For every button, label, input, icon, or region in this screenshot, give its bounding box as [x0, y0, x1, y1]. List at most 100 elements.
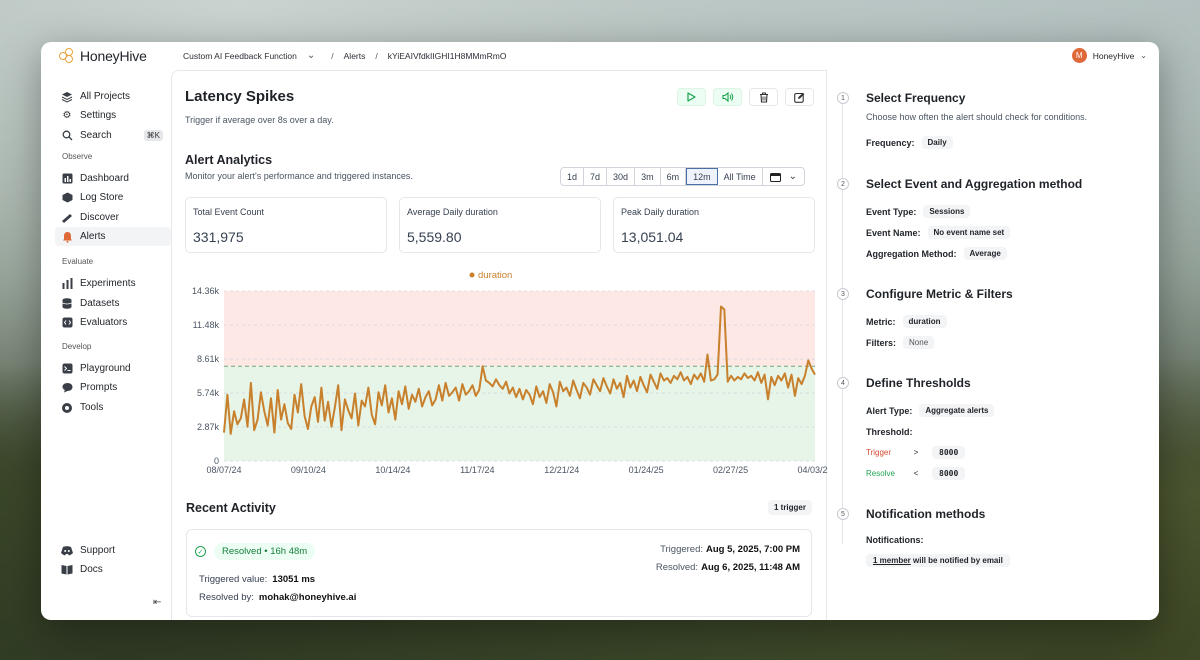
date-picker-button[interactable]: ⌄ — [763, 168, 804, 185]
resolved-by: mohak@honeyhive.ai — [258, 592, 357, 603]
sidebar-item-experiments[interactable]: Experiments — [55, 274, 171, 293]
resolved-time: Aug 6, 2025, 11:48 AM — [701, 562, 800, 573]
sidebar-item-evaluators[interactable]: Evaluators — [55, 313, 171, 332]
x-tick-label: 11/17/24 — [460, 465, 494, 475]
sidebar-item-label: Datasets — [80, 298, 120, 309]
notifications-label: Notifications: — [866, 535, 924, 545]
stat-card-average-duration: Average Daily duration 5,559.80 — [399, 197, 601, 253]
delete-button[interactable] — [749, 88, 778, 106]
sidebar-item-dashboard[interactable]: Dashboard — [55, 169, 171, 188]
duration-series-line — [223, 305, 816, 435]
step-title-event: Select Event and Aggregation method — [866, 177, 1083, 191]
duration-chart: 0 2.87k 5.74k 8.61k 11.48k 14.36k 08/07/24 09/1… — [172, 266, 833, 481]
gear-icon: ⚙ — [62, 110, 72, 121]
alert-type-row: Alert Type: Aggregate alerts — [866, 404, 995, 417]
chat-icon — [61, 382, 73, 394]
range-30d[interactable]: 30d — [607, 168, 636, 185]
range-6m[interactable]: 6m — [661, 168, 687, 185]
sidebar-item-datasets[interactable]: Datasets — [55, 294, 171, 313]
chevron-down-icon: ⌄ — [1140, 51, 1147, 60]
y-tick-label: 2.87k — [197, 422, 220, 432]
layers-icon — [61, 91, 73, 103]
resolved-time-row: Resolved: Aug 6, 2025, 11:48 AM — [656, 562, 800, 573]
alert-description: Trigger if average over 8s over a day. — [185, 115, 334, 125]
sidebar-item-alerts[interactable]: Alerts — [55, 227, 171, 246]
sidebar-item-all-projects[interactable]: All Projects — [55, 87, 171, 106]
sidebar-item-support[interactable]: Support — [55, 541, 171, 560]
user-menu[interactable]: M HoneyHive ⌄ — [1071, 48, 1147, 63]
stat-label: Average Daily duration — [407, 207, 498, 217]
event-name-row: Event Name: No event name set — [866, 226, 1011, 239]
breadcrumb-alerts[interactable]: Alerts — [343, 50, 366, 61]
alert-type-value: Aggregate alerts — [919, 404, 995, 417]
trash-icon — [759, 91, 768, 103]
honeycomb-logo-icon — [59, 48, 75, 64]
range-12m[interactable]: 12m — [686, 168, 718, 185]
sidebar-item-playground[interactable]: Playground — [55, 359, 171, 378]
sidebar-item-label: Alerts — [80, 231, 106, 242]
stat-label: Peak Daily duration — [621, 207, 700, 217]
sidebar-item-tools[interactable]: Tools — [55, 398, 171, 417]
sidebar: All Projects ⚙ Settings Search ⌘K Observ… — [41, 70, 171, 620]
bar-chart-icon — [61, 278, 73, 290]
sidebar-item-search[interactable]: Search ⌘K — [55, 126, 171, 145]
aggregation-label: Aggregation Method: — [866, 248, 957, 259]
notify-member-link[interactable]: 1 member — [873, 556, 911, 565]
step-number: 1 — [837, 92, 849, 104]
breadcrumb-separator: / — [375, 50, 378, 61]
sound-button[interactable] — [713, 88, 742, 106]
activity-card[interactable]: ✓ Resolved • 16h 48m Triggered value: 130… — [186, 529, 812, 617]
y-tick-label: 5.74k — [197, 388, 220, 398]
triggered-value-row: Triggered value: 13051 ms — [199, 574, 315, 585]
edit-button[interactable] — [785, 88, 814, 106]
sidebar-item-discover[interactable]: Discover — [55, 208, 171, 227]
stat-value: 13,051.04 — [621, 229, 684, 245]
range-1d[interactable]: 1d — [561, 168, 585, 185]
step-title-frequency: Select Frequency — [866, 91, 966, 105]
main-content: Latency Spikes Trigger if average over 8… — [171, 70, 833, 620]
top-bar: HoneyHive Custom AI Feedback Function ⌄ … — [41, 42, 1159, 70]
legend-marker — [469, 272, 475, 278]
collapse-sidebar-icon[interactable]: ⇤ — [153, 597, 162, 608]
event-type-label: Event Type: — [866, 206, 917, 217]
x-tick-label: 01/24/25 — [629, 465, 664, 475]
run-button[interactable] — [677, 88, 706, 106]
sidebar-item-label: Playground — [80, 363, 131, 374]
logo[interactable]: HoneyHive — [59, 48, 147, 64]
box-icon — [61, 192, 73, 204]
notify-rest: will be notified by email — [913, 556, 1003, 565]
step-title-metric: Configure Metric & Filters — [866, 287, 1013, 301]
breadcrumb-alert-id: kYiEAIVfdkIIGHI1H8MMmRmO — [387, 50, 507, 61]
sidebar-item-label: Discover — [80, 212, 119, 223]
alert-type-label: Alert Type: — [866, 405, 913, 416]
sidebar-item-prompts[interactable]: Prompts — [55, 378, 171, 397]
triggered-label: Triggered: — [660, 544, 704, 555]
x-tick-label: 04/03/25 — [797, 465, 828, 475]
resolve-operator: < — [913, 468, 919, 478]
step-number: 5 — [837, 508, 849, 520]
filters-value: None — [903, 336, 935, 349]
play-icon — [687, 92, 696, 102]
step-title-thresholds: Define Thresholds — [866, 376, 971, 390]
range-all-time[interactable]: All Time — [718, 168, 763, 185]
discord-icon — [61, 545, 73, 557]
range-7d[interactable]: 7d — [584, 168, 608, 185]
sidebar-item-label: Evaluators — [80, 317, 128, 328]
sidebar-item-settings[interactable]: ⚙ Settings — [55, 106, 171, 125]
book-icon — [61, 564, 73, 576]
chevron-down-icon[interactable]: ⌄ — [306, 50, 316, 61]
sidebar-item-log-store[interactable]: Log Store — [55, 188, 171, 207]
status-badge: Resolved • 16h 48m — [214, 543, 316, 560]
trigger-value: 8000 — [932, 445, 966, 459]
telescope-icon — [61, 212, 73, 224]
metric-value: duration — [902, 315, 947, 328]
resolve-zone — [224, 366, 815, 461]
range-3m[interactable]: 3m — [635, 168, 661, 185]
resolved-by-row: Resolved by: mohak@honeyhive.ai — [199, 592, 356, 603]
sidebar-item-docs[interactable]: Docs — [55, 560, 171, 579]
breadcrumb-project[interactable]: Custom AI Feedback Function — [183, 50, 297, 61]
steps-connector — [842, 104, 843, 544]
step-number: 3 — [837, 288, 849, 300]
avatar: M — [1071, 48, 1087, 63]
user-name: HoneyHive — [1092, 50, 1135, 61]
